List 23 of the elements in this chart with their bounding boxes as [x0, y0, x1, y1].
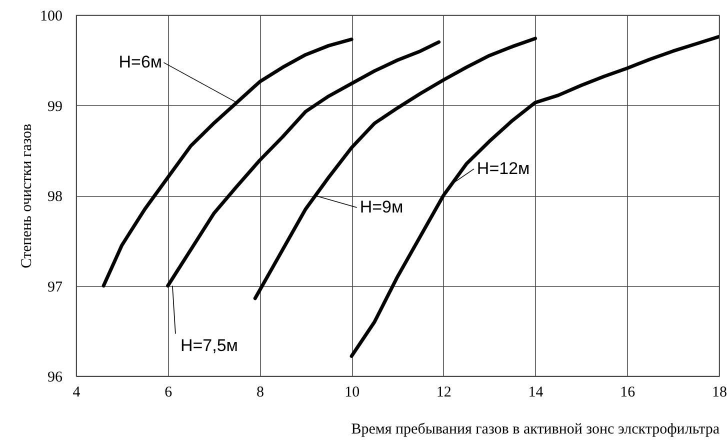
- y-tick-label: 97: [48, 279, 63, 296]
- annotation: H=7,5м: [180, 336, 238, 355]
- line-series: [253, 36, 538, 300]
- annotation: H=12м: [476, 158, 530, 178]
- x-tick-label: 6: [164, 384, 173, 400]
- y-tick-label: 99: [48, 98, 62, 115]
- y-tick-label: 96: [48, 370, 63, 386]
- x-tick-label: 14: [528, 384, 544, 400]
- y-tick-label: 98: [48, 189, 62, 205]
- x-tick-label: 8: [256, 384, 264, 400]
- annotation: H=6м: [118, 52, 162, 72]
- x-tick-label: 10: [344, 384, 360, 400]
- y-tick-label: 100: [40, 8, 62, 24]
- line-series: [102, 38, 354, 288]
- x-axis-title: Время пребывания газов в активной зонс элсктрофильтра: [351, 422, 720, 438]
- x-tick-label: 4: [72, 384, 81, 400]
- line-series: [166, 40, 441, 288]
- line-series: [350, 34, 719, 358]
- x-tick-label: 18: [712, 384, 727, 400]
- x-tick-label: 16: [620, 384, 636, 400]
- y-axis-title: Степень очистки газов: [19, 124, 35, 268]
- annotation: H=9м: [360, 198, 404, 216]
- x-tick-label: 12: [436, 384, 452, 400]
